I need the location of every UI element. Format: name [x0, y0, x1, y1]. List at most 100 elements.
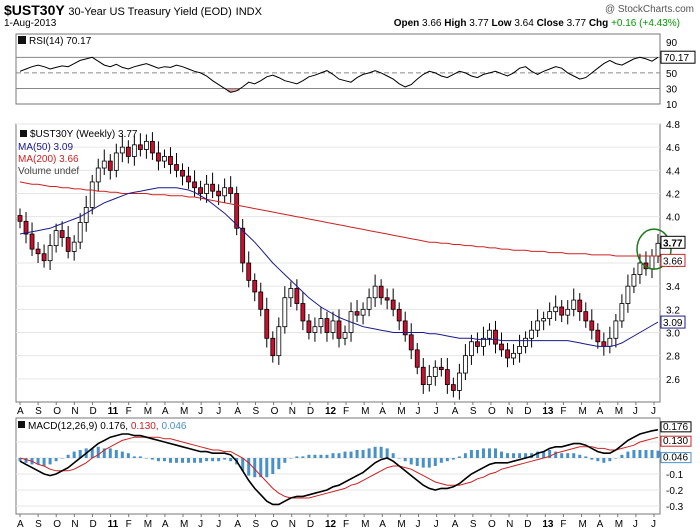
candle-up [655, 242, 661, 257]
price-x-label: A [234, 406, 241, 417]
candle-down [59, 230, 65, 238]
candle-up [95, 167, 101, 183]
macd-x-label: M [180, 519, 188, 530]
candle-down [125, 146, 131, 157]
candle-up [162, 156, 167, 162]
macd-x-label: S [252, 519, 259, 530]
price-x-label: A [452, 406, 459, 417]
price-x-label: A [379, 406, 386, 417]
candle-up [487, 329, 492, 339]
candle-down [35, 248, 41, 255]
macd-histogram-bar [349, 451, 353, 458]
candle-down [450, 384, 456, 391]
symbol-description: 30-Year US Treasury Yield (EOD) [68, 6, 232, 18]
candle-down [396, 308, 402, 322]
macd-histogram-bar [253, 458, 257, 478]
macd-histogram-bar [331, 453, 335, 458]
candle-down [228, 187, 234, 194]
macd-histogram-bar [325, 454, 329, 458]
macd-histogram-bar [421, 458, 425, 468]
macd-x-label: 13 [542, 519, 554, 530]
macd-x-label: 11 [108, 519, 119, 530]
macd-histogram-bar [355, 450, 359, 458]
macd-histogram-bar [469, 450, 473, 458]
price-tick-label: 4.4 [666, 166, 680, 177]
macd-last-box [660, 421, 692, 433]
macd-legend-swatch [18, 421, 25, 428]
macd-histogram-bar [102, 448, 106, 458]
macd-histogram-bar [379, 446, 383, 458]
ma50-last-value: 3.09 [663, 318, 683, 329]
price-tick-label: 3.4 [666, 282, 680, 293]
candle-down [559, 306, 565, 316]
macd-histogram-bar [638, 450, 642, 458]
candle-down [264, 308, 270, 339]
macd-x-label: N [506, 519, 513, 530]
candle-down [402, 320, 408, 336]
macd-histogram-bar [319, 454, 323, 458]
candle-down [150, 140, 155, 154]
candle-up [571, 299, 577, 310]
macd-histogram-bar [54, 458, 58, 462]
macd-histogram-bar [524, 453, 528, 458]
macd-x-label: F [343, 519, 349, 530]
macd-title: MACD(12,26,9) 0.176, 0.130, 0.046 [28, 421, 187, 432]
macd-histogram-bar [451, 458, 455, 460]
close-last-box [660, 235, 686, 249]
candle-up [312, 326, 318, 333]
macd-histogram-bar [126, 453, 130, 458]
candle-down [475, 341, 480, 347]
candle-down [168, 156, 173, 165]
macd-histogram-bar [548, 450, 552, 458]
rsi-tick-label: 10 [666, 100, 678, 111]
ma200-last-value: 3.66 [663, 256, 683, 267]
legend-ma200: MA(200) 3.66 [18, 154, 79, 165]
macd-histogram-bar [24, 458, 28, 463]
macd-x-label: J [416, 519, 421, 530]
candle-up [426, 376, 432, 386]
price-x-label: M [361, 406, 369, 417]
price-x-label: 11 [108, 406, 119, 417]
macd-histogram-bar [307, 454, 311, 458]
price-tick-label: 3.0 [666, 329, 680, 340]
price-tick-label: 4.0 [666, 213, 680, 224]
symbol: $UST30Y [4, 2, 65, 18]
price-tick-label: 4.8 [666, 120, 680, 131]
open-label: Open [393, 18, 420, 29]
macd-histogram-bar [590, 458, 594, 460]
macd-x-label: D [89, 519, 96, 530]
macd-x-label: O [488, 519, 496, 530]
candle-up [83, 206, 89, 223]
candle-up [565, 308, 571, 316]
candle-down [294, 288, 300, 304]
candle-down [198, 187, 203, 194]
candle-up [456, 372, 462, 391]
candle-up [330, 320, 336, 333]
legend-ma50: MA(50) 3.09 [18, 142, 73, 153]
macd-histogram-bar [313, 454, 317, 458]
macd-histogram-bar [96, 446, 100, 458]
candle-down [29, 233, 35, 250]
macd-histogram-bar [656, 450, 660, 458]
candle-up [462, 355, 468, 374]
price-legend-swatch [20, 130, 27, 137]
macd-histogram-bar [217, 458, 221, 462]
rsi-oversold-fill [233, 88, 240, 91]
price-x-label: 13 [542, 406, 554, 417]
candle-up [119, 146, 125, 154]
candle-down [378, 285, 384, 299]
high-value: 3.77 [469, 18, 489, 29]
exchange: INDX [235, 6, 262, 18]
macd-histogram-bar [572, 453, 576, 458]
macd-signal-line [19, 436, 659, 499]
macd-histogram-bar [385, 448, 389, 458]
candle-down [577, 299, 583, 313]
macd-histogram-bar [162, 458, 166, 462]
macd-histogram-bar [343, 451, 347, 458]
candle-up [318, 318, 324, 328]
macd-histogram-bar [493, 448, 497, 458]
candle-down [270, 337, 276, 357]
price-x-label: S [470, 406, 477, 417]
macd-x-label: A [162, 519, 169, 530]
